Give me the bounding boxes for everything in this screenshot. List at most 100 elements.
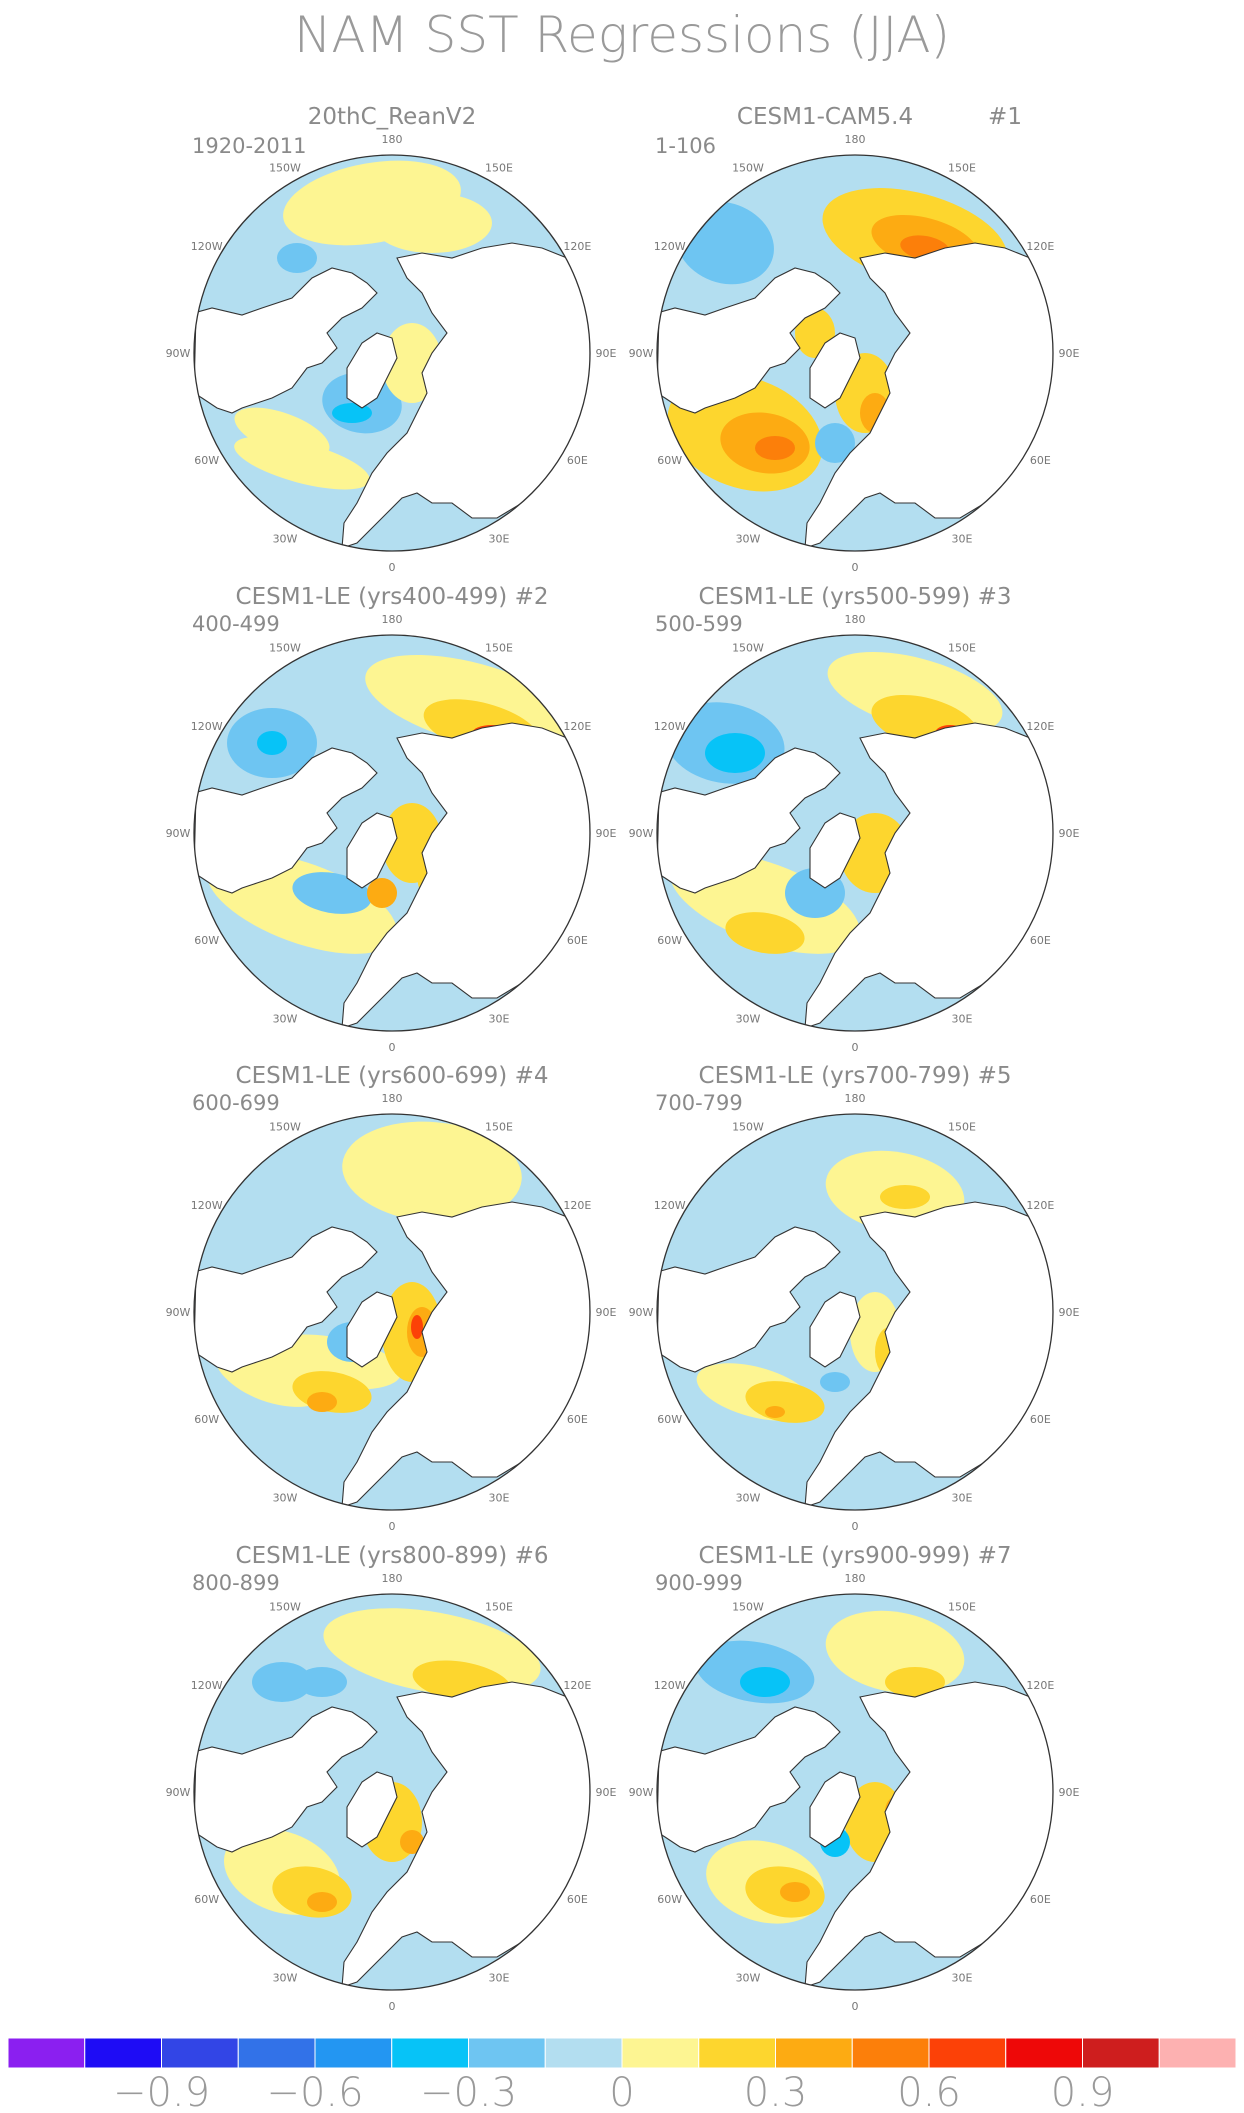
panel-number: #1 — [988, 104, 1022, 130]
longitude-label: 120E — [1026, 1679, 1054, 1692]
longitude-label: 30W — [736, 1491, 761, 1504]
longitude-label: 30W — [736, 1971, 761, 1984]
longitude-label: 90E — [1059, 1306, 1080, 1319]
sst-field — [657, 635, 1053, 1031]
longitude-label: 60W — [657, 1413, 682, 1426]
map-panel: 180 150E 120E 90E 60E 30E 0 30W 60W 90W 120W 150W CE… — [629, 1063, 1080, 1533]
longitude-label: 60W — [657, 454, 682, 467]
colorbar-swatch — [1082, 2037, 1160, 2069]
map-panel: 180 150E 120E 90E 60E 30E 0 30W 60W 90W 120W 150W 20… — [166, 104, 617, 574]
longitude-label: 60E — [1030, 454, 1051, 467]
longitude-label: 120E — [563, 1679, 591, 1692]
contour-fill — [400, 1830, 424, 1854]
sst-field — [194, 1114, 590, 1510]
contour-fill — [367, 878, 397, 908]
colorbar-swatch — [84, 2037, 162, 2069]
map-panel: 180 150E 120E 90E 60E 30E 0 30W 60W 90W 120W 150W CE… — [166, 1543, 617, 2013]
longitude-label: 120W — [654, 1199, 686, 1212]
longitude-label: 30E — [489, 532, 510, 545]
longitude-label: 150E — [948, 642, 976, 655]
colorbar-swatch — [851, 2037, 930, 2069]
colorbar-swatch — [1158, 2037, 1237, 2069]
map-boundary — [193, 634, 591, 1032]
longitude-label: 30W — [736, 1012, 761, 1025]
longitude-label: 180 — [382, 1092, 403, 1105]
sst-field — [194, 155, 590, 551]
contour-fill — [307, 1392, 337, 1412]
longitude-label: 0 — [389, 1041, 396, 1054]
colorbar-swatch — [161, 2037, 239, 2069]
contour-fill — [820, 1372, 850, 1392]
contour-fill — [705, 733, 765, 773]
longitude-label: 180 — [845, 133, 866, 146]
longitude-label: 90E — [1059, 827, 1080, 840]
longitude-label: 60W — [657, 1893, 682, 1906]
map-boundary — [656, 634, 1054, 1032]
longitude-label: 150W — [732, 1121, 764, 1134]
contour-fill — [292, 872, 372, 914]
map-boundary — [656, 154, 1054, 552]
colorbar-tick-label: −0.6 — [266, 2070, 363, 2113]
longitude-label: 0 — [389, 2000, 396, 2013]
longitude-label: 0 — [389, 1520, 396, 1533]
land-mask — [194, 242, 590, 549]
colorbar-swatch — [928, 2037, 1007, 2069]
longitude-label: 180 — [382, 133, 403, 146]
colorbar-tick-label: 0.9 — [1051, 2070, 1115, 2113]
longitude-label: 120W — [654, 1679, 686, 1692]
colorbar-swatch — [1005, 2037, 1083, 2069]
longitude-label: 60W — [657, 934, 682, 947]
contour-fill — [885, 1667, 945, 1697]
longitude-label: 150E — [485, 162, 513, 175]
longitude-label: 150W — [732, 1601, 764, 1614]
panel-title: CESM1-LE (yrs700-799) #5 — [699, 1063, 1012, 1089]
longitude-label: 150E — [948, 1121, 976, 1134]
map-panel: 180 150E 120E 90E 60E 30E 0 30W 60W 90W 120W 150W CE… — [629, 584, 1080, 1054]
longitude-label: 120E — [563, 720, 591, 733]
contour-fill — [277, 243, 317, 273]
colorbar-swatch — [468, 2037, 546, 2069]
longitude-label: 90W — [629, 827, 654, 840]
longitude-label: 90W — [629, 1786, 654, 1799]
land-mask — [194, 1681, 590, 1988]
contour-fill — [765, 1406, 785, 1418]
longitude-label: 60W — [194, 454, 219, 467]
longitude-label: 60E — [567, 934, 588, 947]
longitude-label: 120W — [654, 240, 686, 253]
longitude-label: 150W — [269, 1601, 301, 1614]
longitude-label: 180 — [845, 613, 866, 626]
contour-fill — [234, 436, 370, 490]
colorbar-swatch — [7, 2037, 86, 2069]
sst-field — [657, 155, 1053, 551]
longitude-label: 0 — [852, 1520, 859, 1533]
colorbar-swatch — [775, 2037, 853, 2069]
map-boundary — [193, 1593, 591, 1991]
colorbar-swatch — [544, 2037, 623, 2069]
longitude-label: 30W — [273, 1012, 298, 1025]
contour-fill — [257, 731, 287, 755]
longitude-label: 60E — [567, 1413, 588, 1426]
longitude-label: 60E — [567, 454, 588, 467]
sst-field — [194, 1594, 590, 1990]
longitude-label: 0 — [852, 2000, 859, 2013]
sst-field — [194, 635, 590, 1031]
longitude-label: 120E — [563, 240, 591, 253]
map-panel: 180 150E 120E 90E 60E 30E 0 30W 60W 90W 120W 150W CE… — [166, 584, 617, 1054]
panel-title: CESM1-LE (yrs400-499) #2 — [236, 584, 549, 610]
longitude-label: 90E — [596, 347, 617, 360]
contour-fill — [725, 912, 805, 954]
longitude-label: 150E — [485, 642, 513, 655]
longitude-label: 60E — [567, 1893, 588, 1906]
colorbar-tick-label: −0.9 — [113, 2070, 210, 2113]
contour-fill — [411, 1315, 423, 1339]
panel-title: CESM1-LE (yrs900-999) #7 — [699, 1543, 1012, 1569]
longitude-label: 150E — [948, 162, 976, 175]
longitude-label: 150W — [269, 1121, 301, 1134]
longitude-label: 120W — [191, 1199, 223, 1212]
contour-fill — [880, 1185, 930, 1209]
panel-period: 800-899 — [192, 1571, 280, 1595]
longitude-label: 60W — [194, 934, 219, 947]
colorbar-tick-label: 0.3 — [744, 2070, 808, 2113]
longitude-label: 30E — [952, 532, 973, 545]
